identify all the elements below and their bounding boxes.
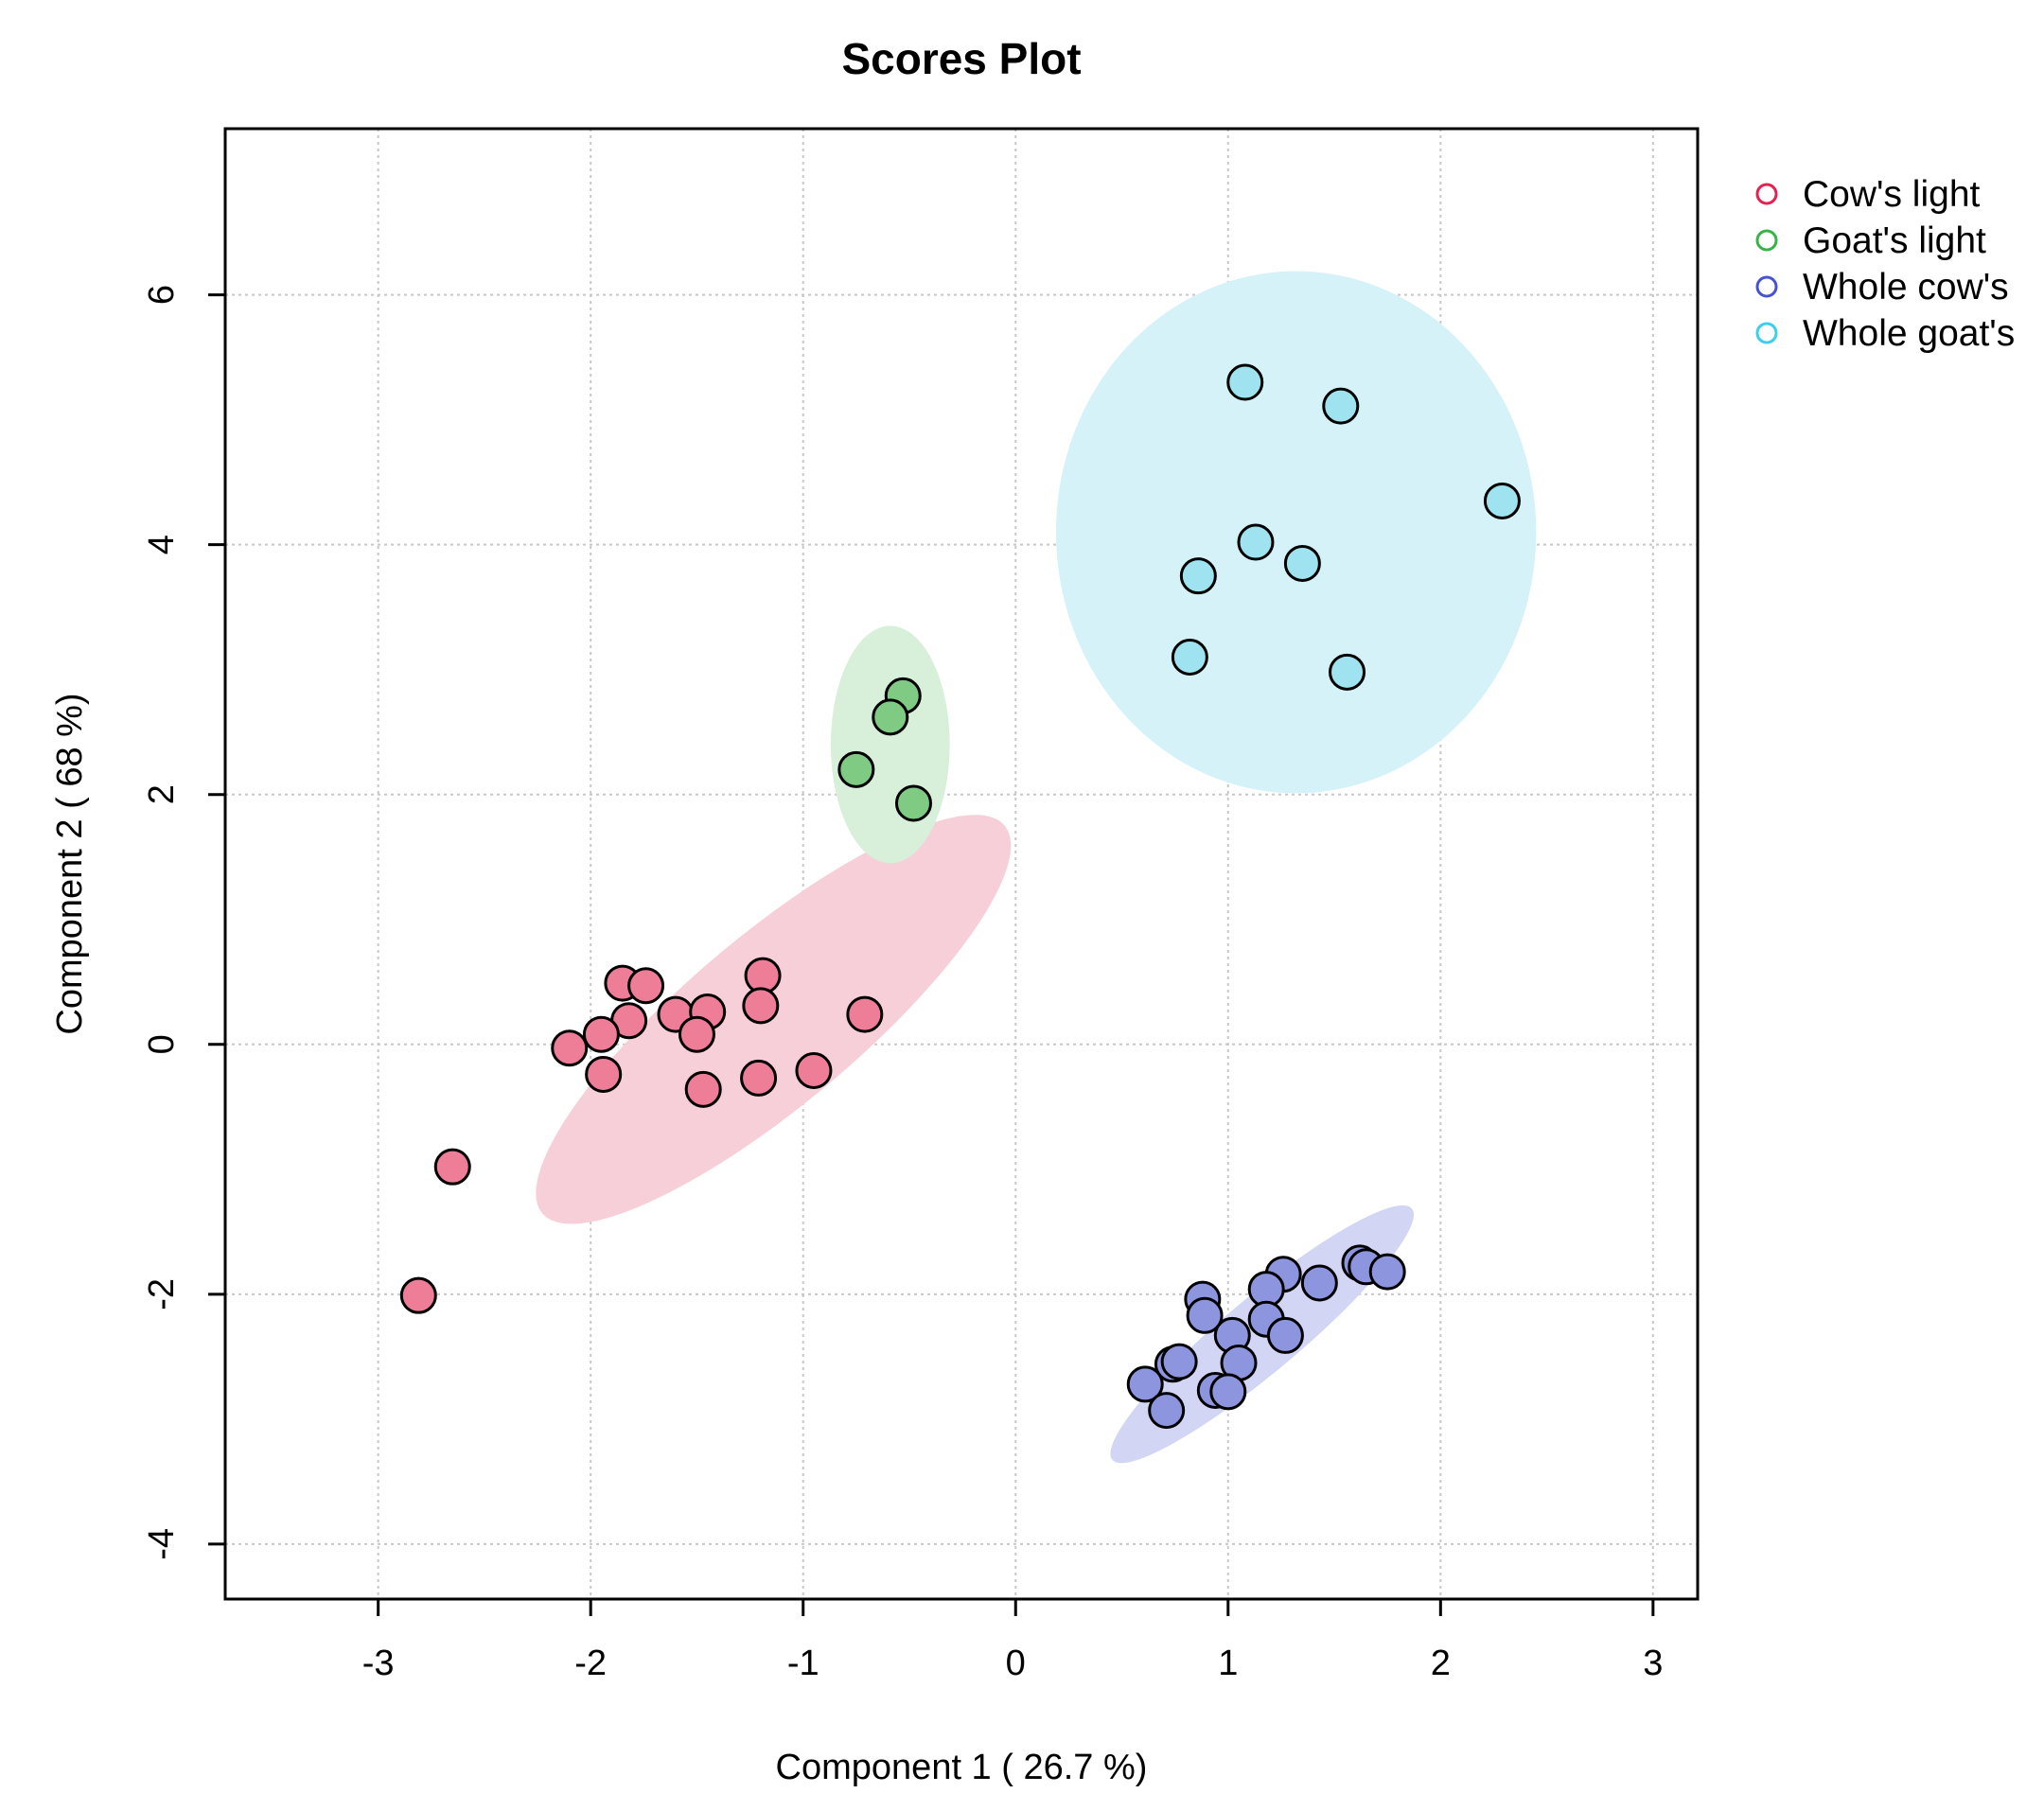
data-point — [1126, 1365, 1164, 1403]
data-point — [582, 1015, 620, 1053]
data-point — [1148, 1392, 1186, 1430]
plot-frame — [223, 127, 1700, 1601]
legend-label: Whole goat's — [1803, 313, 2015, 354]
y-tick-label: -2 — [142, 1278, 182, 1310]
y-tick-label: 4 — [142, 535, 182, 554]
y-tick-label: 0 — [142, 1034, 182, 1054]
score-points — [399, 363, 1521, 1430]
legend-marker — [1755, 229, 1778, 252]
data-point — [1179, 557, 1217, 595]
legend-marker — [1755, 322, 1778, 344]
data-point — [1283, 544, 1321, 582]
confidence-ellipse — [536, 815, 1012, 1224]
x-axis-label: Component 1 ( 26.7 %) — [776, 1748, 1148, 1787]
data-point — [740, 1059, 778, 1097]
chart-title: Scores Plot — [841, 34, 1081, 83]
data-point — [1171, 638, 1208, 676]
data-point — [1209, 1373, 1247, 1411]
data-point — [1237, 523, 1275, 561]
data-point — [678, 1015, 715, 1053]
data-point — [1483, 482, 1521, 519]
legend-label: Cow's light — [1803, 174, 1981, 215]
x-tick-label: -2 — [574, 1644, 607, 1683]
data-point — [894, 784, 932, 822]
y-tick-label: -4 — [142, 1528, 182, 1560]
data-point — [1160, 1343, 1198, 1380]
data-point — [1300, 1264, 1338, 1302]
x-tick-label: 0 — [1006, 1644, 1026, 1683]
legend-marker — [1755, 275, 1778, 298]
x-tick-label: -3 — [362, 1644, 395, 1683]
y-tick-label: 2 — [142, 784, 182, 804]
data-point — [627, 967, 665, 1005]
data-point — [585, 1055, 623, 1093]
x-tick-label: 1 — [1218, 1644, 1238, 1683]
data-point — [1266, 1316, 1304, 1354]
confidence-ellipse — [1055, 271, 1537, 794]
data-point — [742, 987, 780, 1025]
data-point — [1368, 1253, 1406, 1291]
data-point — [399, 1276, 437, 1314]
data-point — [837, 750, 875, 788]
x-tick-label: 3 — [1643, 1644, 1663, 1683]
data-point — [433, 1148, 471, 1186]
data-point — [684, 1070, 722, 1108]
legend: Cow's light Goat's light Whole cow's Whole … — [1755, 174, 2015, 354]
legend-marker — [1755, 183, 1778, 205]
y-axis-label: Component 2 ( 68 %) — [50, 693, 90, 1034]
data-point — [846, 995, 884, 1033]
legend-label: Goat's light — [1803, 220, 1986, 261]
data-point — [1329, 653, 1366, 691]
data-point — [551, 1029, 589, 1067]
data-point — [872, 698, 909, 736]
x-tick-label: 2 — [1431, 1644, 1451, 1683]
data-point — [1186, 1296, 1224, 1334]
legend-label: Whole cow's — [1803, 267, 2009, 308]
data-point — [1322, 387, 1360, 425]
y-tick-label: 6 — [142, 285, 182, 305]
x-tick-label: -1 — [787, 1644, 819, 1683]
x-axis-ticks: -3 -2 -1 0 1 2 3 — [362, 1599, 1663, 1683]
y-axis-ticks: -4 -2 0 2 4 6 — [142, 285, 225, 1560]
data-point — [795, 1052, 833, 1090]
confidence-ellipse — [830, 625, 950, 864]
data-point — [1226, 363, 1264, 401]
